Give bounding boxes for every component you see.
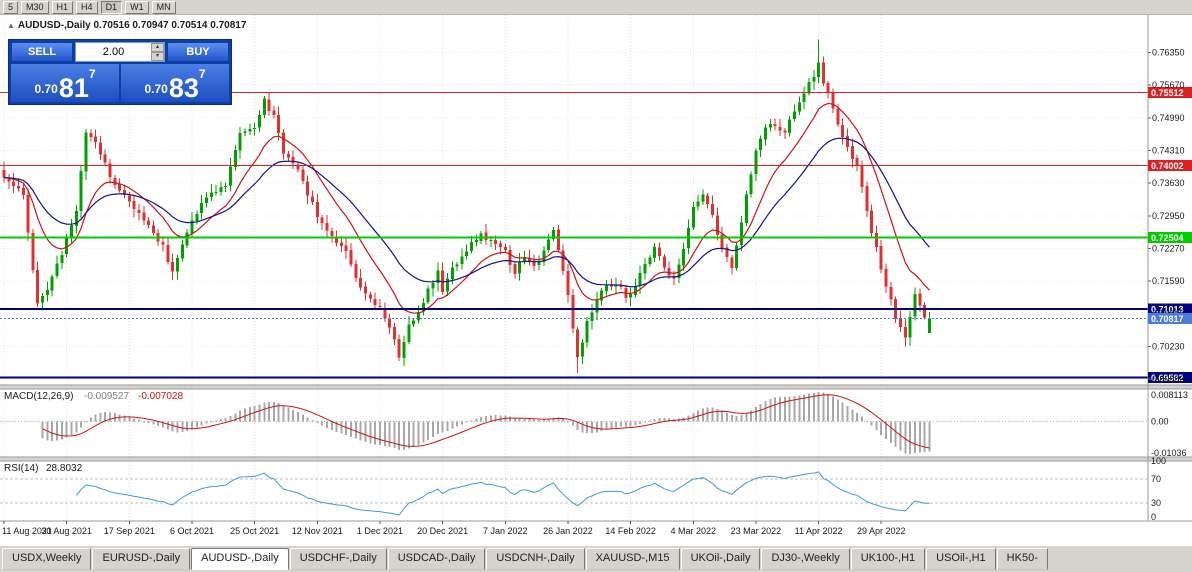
svg-text:0.72504: 0.72504 bbox=[1151, 233, 1184, 243]
svg-text:-0.009527: -0.009527 bbox=[84, 391, 129, 402]
timeframe-button-mn[interactable]: MN bbox=[151, 0, 176, 14]
svg-text:0.71590: 0.71590 bbox=[1152, 276, 1185, 286]
svg-text:0.74310: 0.74310 bbox=[1152, 146, 1185, 156]
macd-pane: MACD(12,26,9) -0.009527 -0.007028 bbox=[0, 391, 1148, 454]
chart-tab-usdcnh-daily[interactable]: USDCNH-,Daily bbox=[486, 548, 585, 570]
svg-text:28.8032: 28.8032 bbox=[46, 463, 83, 474]
svg-text:30 Aug 2021: 30 Aug 2021 bbox=[41, 526, 92, 536]
chart-window: MACD(12,26,9) -0.009527 -0.007028 RSI(14) 28… bbox=[0, 15, 1192, 545]
volume-decrease-button[interactable]: ▾ bbox=[151, 52, 164, 61]
chart-tab-uk100-h1[interactable]: UK100-,H1 bbox=[850, 548, 926, 570]
svg-text:1 Dec 2021: 1 Dec 2021 bbox=[357, 526, 403, 536]
svg-text:11 Aug 2021: 11 Aug 2021 bbox=[2, 526, 52, 536]
one-click-trade-panel: SELL ▴ ▾ BUY 0.70 81 7 0.70 bbox=[8, 39, 232, 105]
timeframe-button-d1[interactable]: D1 bbox=[100, 0, 123, 14]
volume-increase-button[interactable]: ▴ bbox=[151, 43, 164, 52]
svg-text:100: 100 bbox=[1151, 456, 1166, 466]
sell-price-pips: 81 bbox=[58, 72, 89, 103]
svg-text:0.70230: 0.70230 bbox=[1152, 342, 1185, 352]
sell-price-point: 7 bbox=[88, 67, 96, 81]
svg-text:17 Sep 2021: 17 Sep 2021 bbox=[104, 526, 155, 536]
svg-text:4 Mar 2022: 4 Mar 2022 bbox=[670, 526, 716, 536]
chart-tab-dj30-weekly[interactable]: DJ30-,Weekly bbox=[761, 548, 850, 570]
chart-tab-usdchf-daily[interactable]: USDCHF-,Daily bbox=[289, 548, 387, 570]
chart-tab-ukoil-daily[interactable]: UKOil-,Daily bbox=[680, 548, 761, 570]
svg-text:0.69550: 0.69550 bbox=[1152, 374, 1185, 384]
svg-text:0.00: 0.00 bbox=[1151, 416, 1169, 426]
price-axis: 0.75512 0.74002 0.72504 0.71013 0.69582 0.008… bbox=[1148, 47, 1192, 522]
chart-tab-bar: USDX,Weekly EURUSD-,Daily AUDUSD-,Daily USD… bbox=[0, 545, 1192, 572]
buy-price-pips: 83 bbox=[168, 72, 199, 103]
svg-text:0.72270: 0.72270 bbox=[1152, 244, 1185, 254]
timeframe-toolbar: 5 M30 H1 H4 D1 W1 MN bbox=[0, 0, 1192, 15]
svg-text:0.69582: 0.69582 bbox=[1151, 373, 1184, 383]
symbol-marker-icon: ▲ bbox=[7, 21, 15, 30]
timeframe-button-h4[interactable]: H4 bbox=[76, 0, 98, 14]
svg-text:0.72950: 0.72950 bbox=[1152, 211, 1185, 221]
volume-spinner: ▴ ▾ bbox=[151, 43, 164, 61]
buy-button[interactable]: BUY bbox=[167, 42, 229, 62]
svg-text:0.008113: 0.008113 bbox=[1151, 390, 1188, 400]
svg-text:30: 30 bbox=[1151, 498, 1161, 508]
svg-text:11 Apr 2022: 11 Apr 2022 bbox=[795, 526, 843, 536]
svg-text:12 Nov 2021: 12 Nov 2021 bbox=[292, 526, 343, 536]
buy-price-display[interactable]: 0.70 83 7 bbox=[121, 64, 229, 102]
svg-text:23 Mar 2022: 23 Mar 2022 bbox=[731, 526, 782, 536]
volume-control: ▴ ▾ bbox=[75, 42, 165, 62]
timeframe-button-w1[interactable]: W1 bbox=[125, 0, 149, 14]
chart-tab-audusd-daily[interactable]: AUDUSD-,Daily bbox=[191, 548, 289, 570]
svg-text:RSI(14): RSI(14) bbox=[4, 463, 38, 474]
svg-text:6 Oct 2021: 6 Oct 2021 bbox=[170, 526, 214, 536]
rsi-pane: RSI(14) 28.8032 bbox=[0, 463, 1148, 516]
timeframe-button-m30[interactable]: M30 bbox=[21, 0, 49, 14]
svg-text:0.70817: 0.70817 bbox=[1151, 314, 1184, 324]
svg-text:25 Oct 2021: 25 Oct 2021 bbox=[230, 526, 279, 536]
svg-text:-0.01036: -0.01036 bbox=[1151, 448, 1187, 458]
chart-tab-xauusd-m15[interactable]: XAUUSD-,M15 bbox=[585, 548, 680, 570]
svg-text:70: 70 bbox=[1151, 474, 1161, 484]
sell-price-prefix: 0.70 bbox=[34, 82, 58, 96]
svg-text:MACD(12,26,9): MACD(12,26,9) bbox=[4, 391, 73, 402]
buy-price-point: 7 bbox=[198, 67, 206, 81]
svg-text:0.74990: 0.74990 bbox=[1152, 113, 1185, 123]
chart-tab-hk50[interactable]: HK50- bbox=[996, 548, 1048, 570]
svg-text:-0.007028: -0.007028 bbox=[138, 391, 183, 402]
chart-title: AUDUSD-,Daily 0.70516 0.70947 0.70514 0.… bbox=[17, 20, 247, 31]
chart-tab-usoil-h1[interactable]: USOil-,H1 bbox=[926, 548, 996, 570]
svg-text:0.74002: 0.74002 bbox=[1151, 161, 1184, 171]
price-chart[interactable]: MACD(12,26,9) -0.009527 -0.007028 RSI(14) 28… bbox=[0, 15, 1192, 545]
timeframe-button-h1[interactable]: H1 bbox=[51, 0, 74, 14]
svg-text:0.75512: 0.75512 bbox=[1151, 88, 1184, 98]
volume-input[interactable] bbox=[76, 43, 151, 61]
svg-text:20 Dec 2021: 20 Dec 2021 bbox=[417, 526, 468, 536]
svg-text:7 Jan 2022: 7 Jan 2022 bbox=[483, 526, 528, 536]
svg-text:0.73630: 0.73630 bbox=[1152, 178, 1185, 188]
candles-layer bbox=[2, 39, 931, 373]
svg-text:0: 0 bbox=[1151, 512, 1156, 522]
chart-tab-usdx-weekly[interactable]: USDX,Weekly bbox=[2, 548, 92, 570]
chart-tab-usdcad-daily[interactable]: USDCAD-,Daily bbox=[387, 548, 486, 570]
svg-text:0.75670: 0.75670 bbox=[1152, 80, 1185, 90]
buy-price-prefix: 0.70 bbox=[144, 82, 168, 96]
sell-button[interactable]: SELL bbox=[11, 42, 73, 62]
svg-text:0.71013: 0.71013 bbox=[1151, 304, 1184, 314]
sell-price-display[interactable]: 0.70 81 7 bbox=[11, 64, 119, 102]
svg-text:29 Apr 2022: 29 Apr 2022 bbox=[857, 526, 906, 536]
svg-text:26 Jan 2022: 26 Jan 2022 bbox=[543, 526, 593, 536]
moving-averages-layer bbox=[3, 102, 930, 314]
timeframe-button-5[interactable]: 5 bbox=[3, 0, 19, 14]
chart-tab-eurusd-daily[interactable]: EURUSD-,Daily bbox=[92, 548, 191, 570]
svg-text:14 Feb 2022: 14 Feb 2022 bbox=[605, 526, 656, 536]
chart-ohlc-header: ▲ AUDUSD-,Daily 0.70516 0.70947 0.70514 0… bbox=[7, 20, 246, 31]
pane-separators bbox=[0, 15, 1192, 522]
svg-text:0.76350: 0.76350 bbox=[1152, 47, 1185, 57]
horizontal-levels-layer bbox=[0, 92, 1148, 379]
